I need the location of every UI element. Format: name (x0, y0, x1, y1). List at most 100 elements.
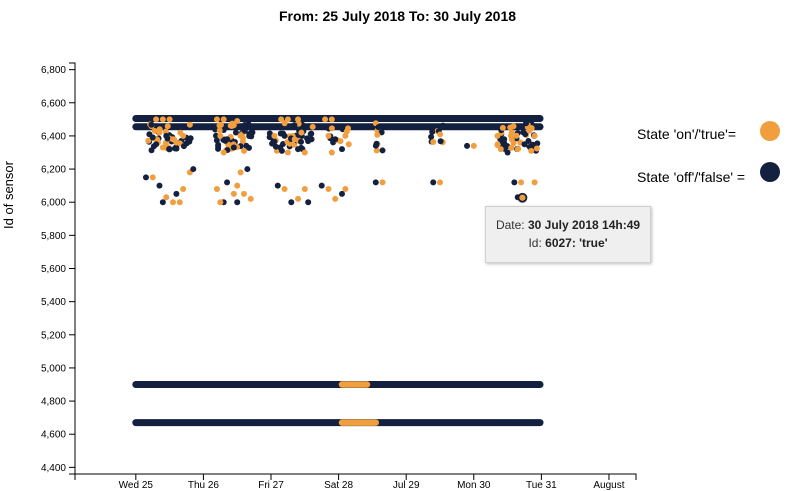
highlighted-point[interactable] (517, 192, 528, 203)
cluster-point (298, 138, 305, 145)
cluster-point (247, 125, 254, 132)
cluster-point (499, 124, 506, 131)
cluster-point (378, 129, 385, 136)
y-tick-label: 4,600 (41, 430, 66, 441)
data-point-on (295, 195, 302, 202)
data-point-on (301, 185, 308, 192)
data-point-on (278, 116, 285, 123)
y-axis: 4,400 4,600 4,800 5,000 5,200 5,400 5,600 5,800… (41, 62, 76, 475)
y-tick-label: 5,800 (41, 231, 66, 242)
y-tick-label: 5,400 (41, 297, 66, 308)
data-point-on (345, 141, 352, 148)
cluster-point (373, 147, 380, 154)
cluster-point (291, 122, 298, 129)
data-point-on (531, 179, 538, 186)
data-point-on (159, 144, 166, 151)
cluster-point (173, 123, 180, 130)
data-point-on (153, 116, 160, 123)
data-point-on (234, 182, 241, 189)
legend-label-on: State 'on'/'true'= (637, 126, 737, 142)
cluster-point (213, 132, 220, 139)
x-axis: Wed 25 Thu 26 Fri 27 Sat 28 Jul 29 Mon 30 Tue … (74, 473, 637, 491)
cluster-point (281, 120, 288, 127)
chart-title: From: 25 July 2018 To: 30 July 2018 (278, 8, 517, 24)
cluster-point (513, 132, 520, 139)
data-point-off (159, 199, 166, 206)
data-point-off (332, 136, 339, 143)
cluster-point (217, 121, 224, 128)
x-tick-label: August (593, 480, 624, 491)
tooltip-date-row: Date: 30 July 2018 14h:49 (486, 218, 650, 232)
data-point-on (247, 195, 254, 202)
cluster-point (180, 143, 187, 150)
cluster-point (529, 141, 536, 148)
legend-label-off: State 'off'/'false' = (637, 169, 746, 185)
data-point-on (328, 149, 335, 156)
cluster-point (520, 129, 527, 136)
data-point-on (173, 139, 180, 146)
data-point-off (163, 132, 170, 139)
cluster-point (266, 130, 273, 137)
y-tick-label: 4,400 (41, 463, 66, 474)
tooltip-date: 30 July 2018 14h:49 (527, 218, 641, 232)
cluster-point (164, 123, 171, 130)
cluster-point (180, 124, 187, 131)
data-point-off (338, 146, 345, 153)
data-point-off (288, 199, 295, 206)
data-point-off (464, 142, 471, 149)
data-point-on (436, 179, 443, 186)
cluster-point (215, 141, 222, 148)
data-point-on (163, 194, 170, 201)
data-point-on (531, 132, 538, 139)
data-point-on (213, 185, 220, 192)
y-tick-label: 5,000 (41, 363, 66, 374)
cluster-point (291, 141, 298, 148)
data-point-on (237, 169, 244, 176)
y-tick-label: 5,200 (41, 330, 66, 341)
x-tick-label: Tue 31 (526, 480, 557, 491)
data-point-on (494, 132, 501, 139)
tooltip: Date: 30 July 2018 14h:49 Id: 6027: 'tru… (485, 206, 651, 263)
data-point-on (217, 199, 224, 206)
cluster-point (171, 145, 178, 152)
cluster-point (246, 130, 253, 137)
y-tick-label: 6,400 (41, 131, 66, 142)
cluster-point (307, 131, 314, 138)
data-point-on (470, 142, 477, 149)
data-point-off (173, 190, 180, 197)
data-point-on (180, 132, 187, 139)
data-point-off (318, 182, 325, 189)
tooltip-id: 6027: 'true' (545, 236, 608, 250)
data-point-on (379, 179, 386, 186)
cluster-point (148, 121, 155, 128)
cluster-point (343, 128, 350, 135)
data-point-on (240, 147, 247, 154)
data-point-on (149, 174, 156, 181)
data-point-off (430, 179, 437, 186)
cluster-point (271, 138, 278, 145)
cluster-point (286, 123, 293, 130)
data-point-on (220, 149, 227, 156)
data-point-on (518, 179, 525, 186)
cluster-point (212, 126, 219, 133)
x-tick-label: Mon 30 (457, 480, 491, 491)
cluster-point (227, 122, 234, 129)
tooltip-id-row: Id: 6027: 'true' (486, 236, 650, 250)
data-point-on (213, 116, 220, 123)
data-point-on (156, 129, 163, 136)
data-point-on (159, 116, 166, 123)
data-points (142, 116, 538, 206)
data-point-on (514, 146, 521, 153)
data-point-off (156, 182, 163, 189)
x-tick-label: Jul 29 (393, 480, 420, 491)
y-axis-label: Id of sensor (1, 160, 16, 229)
x-tick-label: Wed 25 (119, 480, 154, 491)
cluster-point (186, 121, 193, 128)
data-point-on (240, 190, 247, 197)
cluster-point (375, 124, 382, 131)
data-point-on (237, 132, 244, 139)
data-point-on (322, 116, 329, 123)
data-point-off (234, 199, 241, 206)
highlighted-data-point (517, 192, 528, 203)
